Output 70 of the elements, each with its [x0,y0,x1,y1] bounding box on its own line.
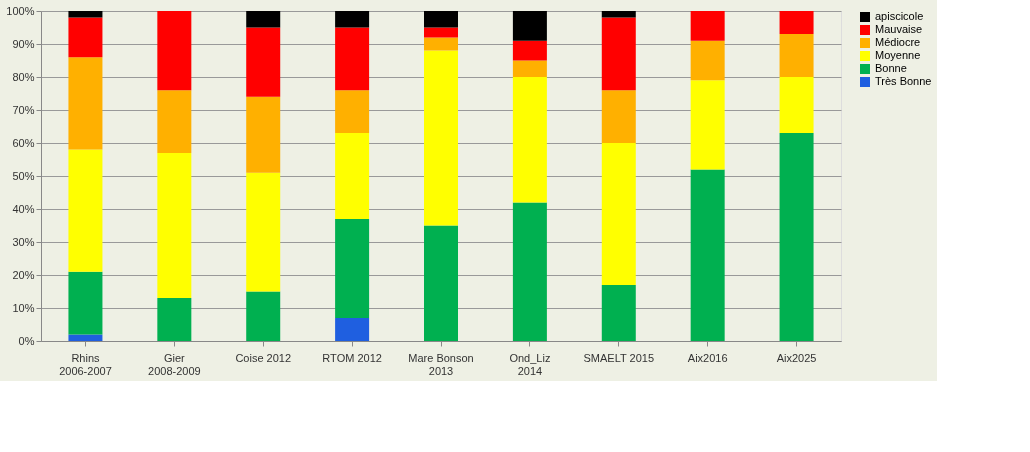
bar [335,90,370,134]
bar [779,77,814,134]
x-tick-label: Aix2025 [776,351,817,364]
y-tick-label: 90% [12,37,35,50]
x-tick-label: Rhins 2006-2007 [59,351,112,377]
bar [335,218,370,318]
legend-label: apiscicole [875,10,924,22]
bar [512,202,547,341]
bar [335,27,370,91]
bar [601,90,636,143]
bar [335,11,370,28]
x-tick-label: Gier 2008-2009 [148,351,201,377]
bar [246,27,281,97]
bar [690,169,725,341]
bar [779,133,814,341]
bar [424,50,458,226]
bar [424,37,458,51]
bar [157,90,192,153]
bar [157,298,192,341]
bar [690,11,725,41]
legend-label: Moyenne [875,49,921,61]
bar [246,96,281,173]
bar [424,11,458,28]
x-tick-label: RTOM 2012 [322,351,382,364]
bar [512,40,547,61]
y-tick-label: 40% [12,202,35,215]
x-tick-label: Coise 2012 [235,351,292,364]
bar [512,11,547,41]
legend-label: Très Bonne [875,75,932,87]
bar [779,11,814,35]
bar [68,57,103,150]
bar [68,17,103,58]
y-tick-label: 10% [12,301,35,314]
bar [157,152,192,299]
bar [335,133,370,219]
bar [68,271,103,335]
y-tick-label: 60% [12,136,35,149]
y-tick-label: 100% [6,4,35,17]
bar [601,17,636,91]
legend-label: Bonne [875,62,907,74]
legend-label: Médiocre [875,36,921,48]
bar [246,291,281,341]
y-tick-label: 0% [18,334,35,347]
bar [335,317,370,341]
x-tick-label: SMAELT 2015 [583,351,655,364]
bar [424,225,458,341]
y-tick-label: 80% [12,70,35,83]
bar [424,27,458,38]
bar [246,11,281,28]
bar [68,334,103,341]
bar [601,284,636,341]
bar [779,34,814,77]
bar [601,11,636,18]
bar [690,40,725,81]
bar [601,143,636,285]
y-tick-label: 50% [12,169,35,182]
y-tick-label: 30% [12,235,35,248]
x-tick-label: Aix2016 [687,351,728,364]
legend-label: Mauvaise [875,23,923,35]
bar [157,11,192,91]
y-tick-label: 70% [12,103,35,116]
x-tick-label: Mare Bonson 2013 [408,351,474,377]
bar [512,60,547,77]
bar [68,149,103,272]
bar [246,172,281,292]
bar [68,11,103,18]
y-tick-label: 20% [12,268,35,281]
bar [690,80,725,170]
x-tick-label: Ond_Liz 2014 [509,351,551,377]
bar [512,77,547,203]
